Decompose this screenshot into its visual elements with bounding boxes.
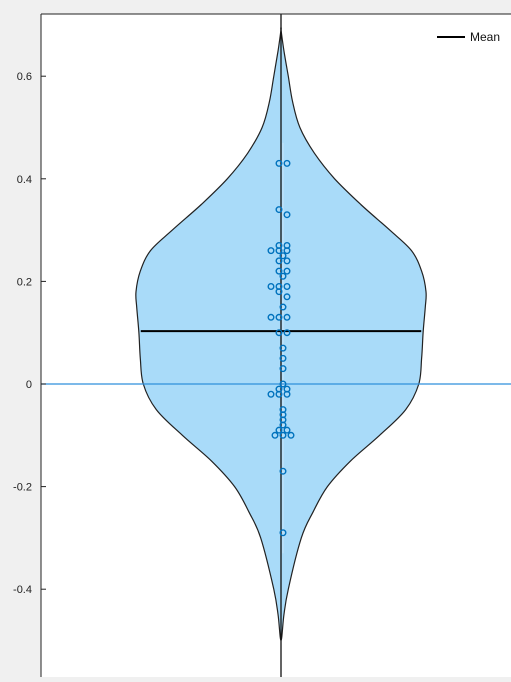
data-point [275, 313, 283, 321]
data-point [275, 390, 283, 398]
data-point [287, 431, 295, 439]
data-point [279, 380, 287, 388]
data-point [279, 344, 287, 352]
data-point [279, 467, 287, 475]
data-point [283, 257, 291, 265]
data-point [279, 365, 287, 373]
plot-layer [41, 14, 511, 677]
data-point [279, 529, 287, 537]
data-point [275, 247, 283, 255]
data-point [283, 211, 291, 219]
data-point [275, 267, 283, 275]
data-point [275, 206, 283, 214]
data-point [271, 431, 279, 439]
y-tick-label: 0.6 [17, 71, 32, 83]
y-tick-label: 0.4 [17, 174, 32, 186]
y-axis: -0.4 -0.2 0 0.2 0.4 0.6 [13, 13, 511, 677]
data-point [267, 247, 275, 255]
data-point [283, 313, 291, 321]
data-point [283, 293, 291, 301]
legend: Mean [437, 30, 500, 44]
data-point [279, 421, 287, 429]
data-point [279, 252, 287, 260]
y-tick-label: 0 [26, 379, 32, 391]
y-tick-label: 0.2 [17, 276, 32, 288]
data-point [283, 426, 291, 434]
data-point [283, 283, 291, 291]
data-point [283, 390, 291, 398]
data-point [283, 267, 291, 275]
data-point [283, 159, 291, 167]
y-tick-label: -0.2 [13, 482, 32, 494]
data-point [267, 313, 275, 321]
legend-mean-label: Mean [470, 30, 500, 44]
y-tick-label: -0.4 [13, 584, 32, 596]
data-point [275, 159, 283, 167]
data-point [279, 303, 287, 311]
data-point [279, 272, 287, 280]
data-point [275, 257, 283, 265]
data-point [267, 283, 275, 291]
data-point [267, 390, 275, 398]
data-point [279, 354, 287, 362]
data-point [275, 329, 283, 337]
data-point [283, 247, 291, 255]
data-point [275, 288, 283, 296]
data-point [275, 426, 283, 434]
data-point [279, 431, 287, 439]
data-point [283, 329, 291, 337]
